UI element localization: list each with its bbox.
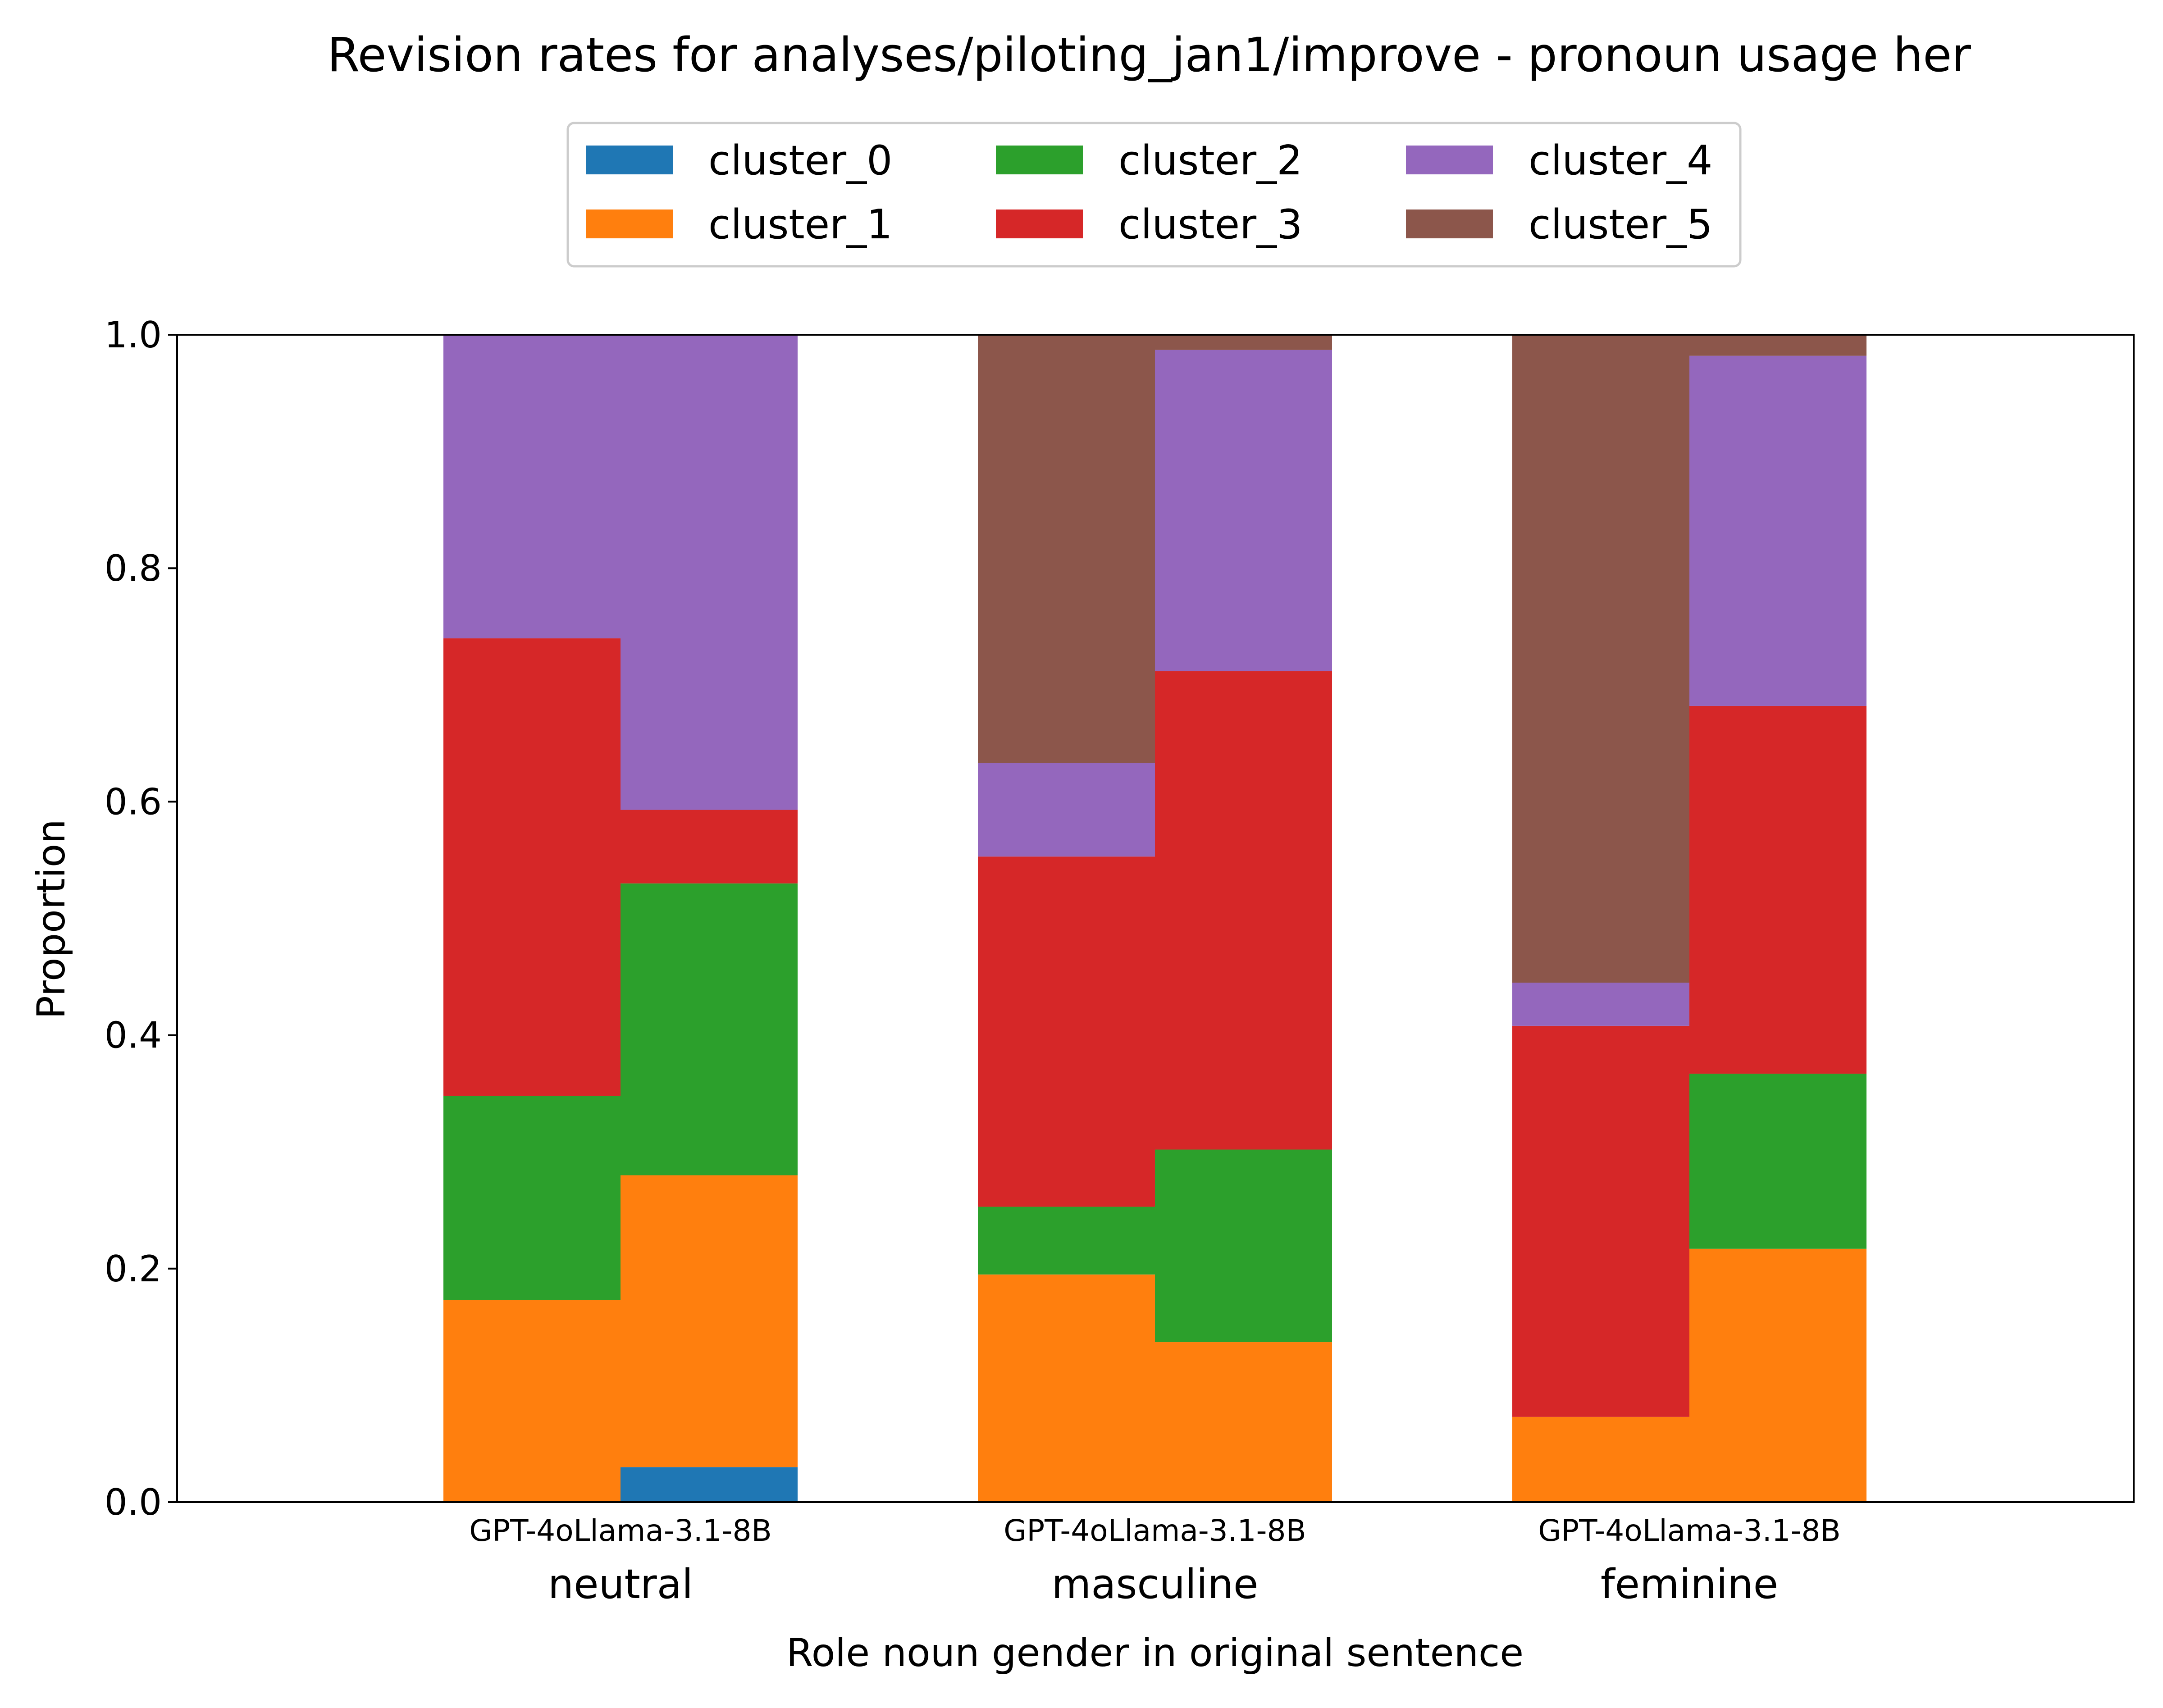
bar-segment-cluster_5-masculine-gpt-4o [978,335,1155,763]
legend-item-cluster_2: cluster_2 [996,137,1302,184]
plot-frame [176,334,2135,1503]
legend: cluster_0 cluster_1 cluster_2 cluster_3 clus… [566,122,1742,268]
x-axis-label: Role noun gender in original sentence [786,1631,1524,1676]
bar-segment-cluster_3-neutral-gpt-4o [443,638,621,1096]
bar-segment-cluster_3-feminine-llama-3-1-8b [1689,706,1866,1074]
legend-item-cluster_4: cluster_4 [1406,137,1712,184]
bar-segment-cluster_3-neutral-llama-3-1-8b [621,810,798,884]
y-tick-label: 1.0 [105,314,162,356]
bar-segment-cluster_3-masculine-llama-3-1-8b [1155,671,1332,1150]
legend-label: cluster_1 [708,201,892,248]
bar-segment-cluster_2-masculine-llama-3-1-8b [1155,1149,1332,1343]
bar-segment-cluster_4-feminine-gpt-4o [1512,983,1689,1026]
bar-segment-cluster_4-neutral-gpt-4o [443,335,621,638]
y-tick-label: 0.6 [105,781,162,823]
bar-segment-cluster_2-neutral-gpt-4o [443,1096,621,1300]
x-model-labels-feminine: GPT-4oLlama-3.1-8B [1538,1513,1841,1548]
legend-swatch [1406,146,1493,174]
bar-segment-cluster_1-feminine-llama-3-1-8b [1689,1248,1866,1502]
legend-swatch [1406,210,1493,238]
bar-segment-cluster_2-masculine-gpt-4o [978,1207,1155,1275]
legend-swatch [586,210,673,238]
bar-segment-cluster_4-masculine-gpt-4o [978,763,1155,857]
legend-label: cluster_2 [1118,137,1302,184]
bar-segment-cluster_2-neutral-llama-3-1-8b [621,883,798,1175]
legend-item-cluster_5: cluster_5 [1406,201,1712,248]
bar-segment-cluster_4-neutral-llama-3-1-8b [621,335,798,810]
x-model-labels-neutral: GPT-4oLlama-3.1-8B [469,1513,772,1548]
bar-segment-cluster_5-masculine-llama-3-1-8b [1155,335,1332,350]
bar-segment-cluster_1-neutral-gpt-4o [443,1300,621,1502]
legend-item-cluster_3: cluster_3 [996,201,1302,248]
legend-label: cluster_3 [1118,201,1302,248]
bar-segment-cluster_3-masculine-gpt-4o [978,856,1155,1207]
legend-swatch [586,146,673,174]
legend-item-cluster_1: cluster_1 [586,201,892,248]
legend-swatch [996,210,1083,238]
y-axis: 0.0 0.2 0.4 0.6 0.8 1.0 [105,314,177,1523]
legend-item-cluster_0: cluster_0 [586,137,892,184]
legend-label: cluster_0 [708,137,892,184]
bar-segment-cluster_2-feminine-llama-3-1-8b [1689,1074,1866,1249]
chart-title: Revision rates for analyses/piloting_jan… [327,27,1971,82]
y-tick-label: 0.8 [105,547,162,589]
y-tick-label: 0.4 [105,1015,162,1057]
bar-segment-cluster_4-feminine-llama-3-1-8b [1689,355,1866,706]
bar-segment-cluster_5-feminine-gpt-4o [1512,335,1689,983]
x-group-label-neutral: neutral [548,1561,693,1608]
bar-segment-cluster_1-masculine-gpt-4o [978,1274,1155,1502]
bar-segment-cluster_0-neutral-llama-3-1-8b [621,1467,798,1502]
bar-segment-cluster_4-masculine-llama-3-1-8b [1155,350,1332,671]
legend-swatch [996,146,1083,174]
x-model-labels-masculine: GPT-4oLlama-3.1-8B [1004,1513,1306,1548]
bars [443,335,1866,1502]
bar-segment-cluster_1-neutral-llama-3-1-8b [621,1175,798,1467]
bar-segment-cluster_1-masculine-llama-3-1-8b [1155,1342,1332,1502]
y-tick-label: 0.2 [105,1248,162,1290]
y-axis-label: Proportion [29,819,74,1019]
bar-segment-cluster_1-feminine-gpt-4o [1512,1417,1689,1502]
bar-segment-cluster_5-feminine-llama-3-1-8b [1689,335,1866,356]
x-group-label-feminine: feminine [1601,1561,1778,1608]
x-group-label-masculine: masculine [1052,1561,1259,1608]
bar-segment-cluster_3-feminine-gpt-4o [1512,1025,1689,1417]
x-axis: GPT-4oLlama-3.1-8B neutral GPT-4oLlama-3.1… [469,1513,1841,1608]
legend-label: cluster_5 [1529,201,1712,248]
y-tick-label: 0.0 [105,1481,162,1523]
legend-label: cluster_4 [1529,137,1712,184]
